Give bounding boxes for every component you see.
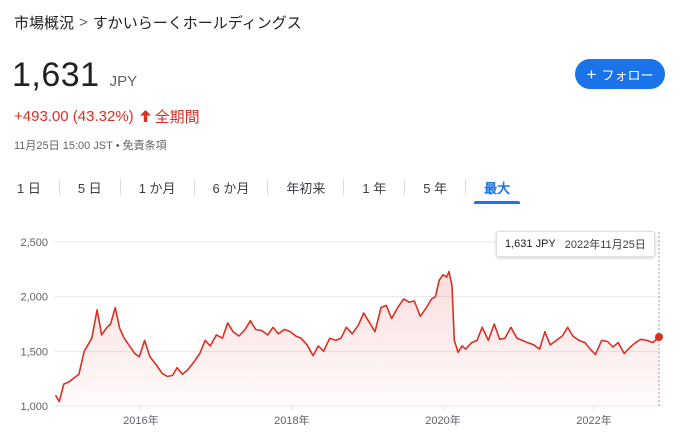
current-point-marker [654,333,663,342]
current-price: 1,631 [12,56,100,94]
change-period: 全期間 [154,109,200,126]
currency-label: JPY [109,73,138,90]
price-row: 1,631 JPY [12,56,137,95]
tab-divider [465,179,467,195]
tab-ytd[interactable]: 年初来 [286,180,326,196]
x-tick-label: 2022年 [576,413,611,427]
tab-1-day[interactable]: 1 日 [17,180,41,196]
tab-max[interactable]: 最大 [466,172,528,204]
y-tick-label: 2,500 [20,237,48,249]
breadcrumb-separator: > [79,14,88,31]
tab-divider [119,179,121,195]
tab-divider [267,179,269,195]
x-tick-label: 2020年 [425,413,460,427]
quote-timestamp: 11月25日 15:00 JST • 免責条項 [14,140,167,152]
tooltip-date: 2022年11月25日 [564,239,646,251]
tab-1-month[interactable]: 1 か月 [138,180,176,196]
tab-6-month[interactable]: 6 か月 [212,180,250,196]
price-area-fill [55,271,659,406]
plus-icon: + [586,64,597,84]
arrow-up-icon [139,109,151,125]
breadcrumb-current: すかいらーくホールディングス [92,15,302,32]
price-tooltip: 1,631 JPY 2022年11月25日 [496,231,655,257]
x-tick-label: 2016年 [123,413,158,427]
tab-divider [343,179,345,195]
tab-divider [404,179,406,195]
price-change-row: +493.00 (43.32%) 全期間 [14,106,200,127]
tab-1-year[interactable]: 1 年 [362,180,387,196]
follow-button[interactable]: + フォロー [575,59,665,89]
tab-divider [193,179,195,195]
breadcrumb-parent-link[interactable]: 市場概況 [14,15,75,32]
y-tick-label: 2,000 [20,292,48,304]
range-tabs: 1 日 5 日 1 か月 6 か月 年初来 1 年 5 年 最大 [0,172,528,204]
price-change: +493.00 (43.32%) [14,108,134,125]
x-tick-label: 2018年 [274,413,309,427]
breadcrumb: 市場概況 > すかいらーくホールディングス [14,12,302,33]
y-tick-label: 1,500 [20,346,48,358]
price-line [54,270,660,403]
tooltip-value: 1,631 JPY [505,238,556,250]
tab-5-year[interactable]: 5 年 [423,180,448,196]
tab-5-day[interactable]: 5 日 [77,180,102,196]
y-tick-label: 1,000 [20,401,48,413]
tab-divider [58,179,60,195]
follow-button-label: フォロー [601,67,654,83]
